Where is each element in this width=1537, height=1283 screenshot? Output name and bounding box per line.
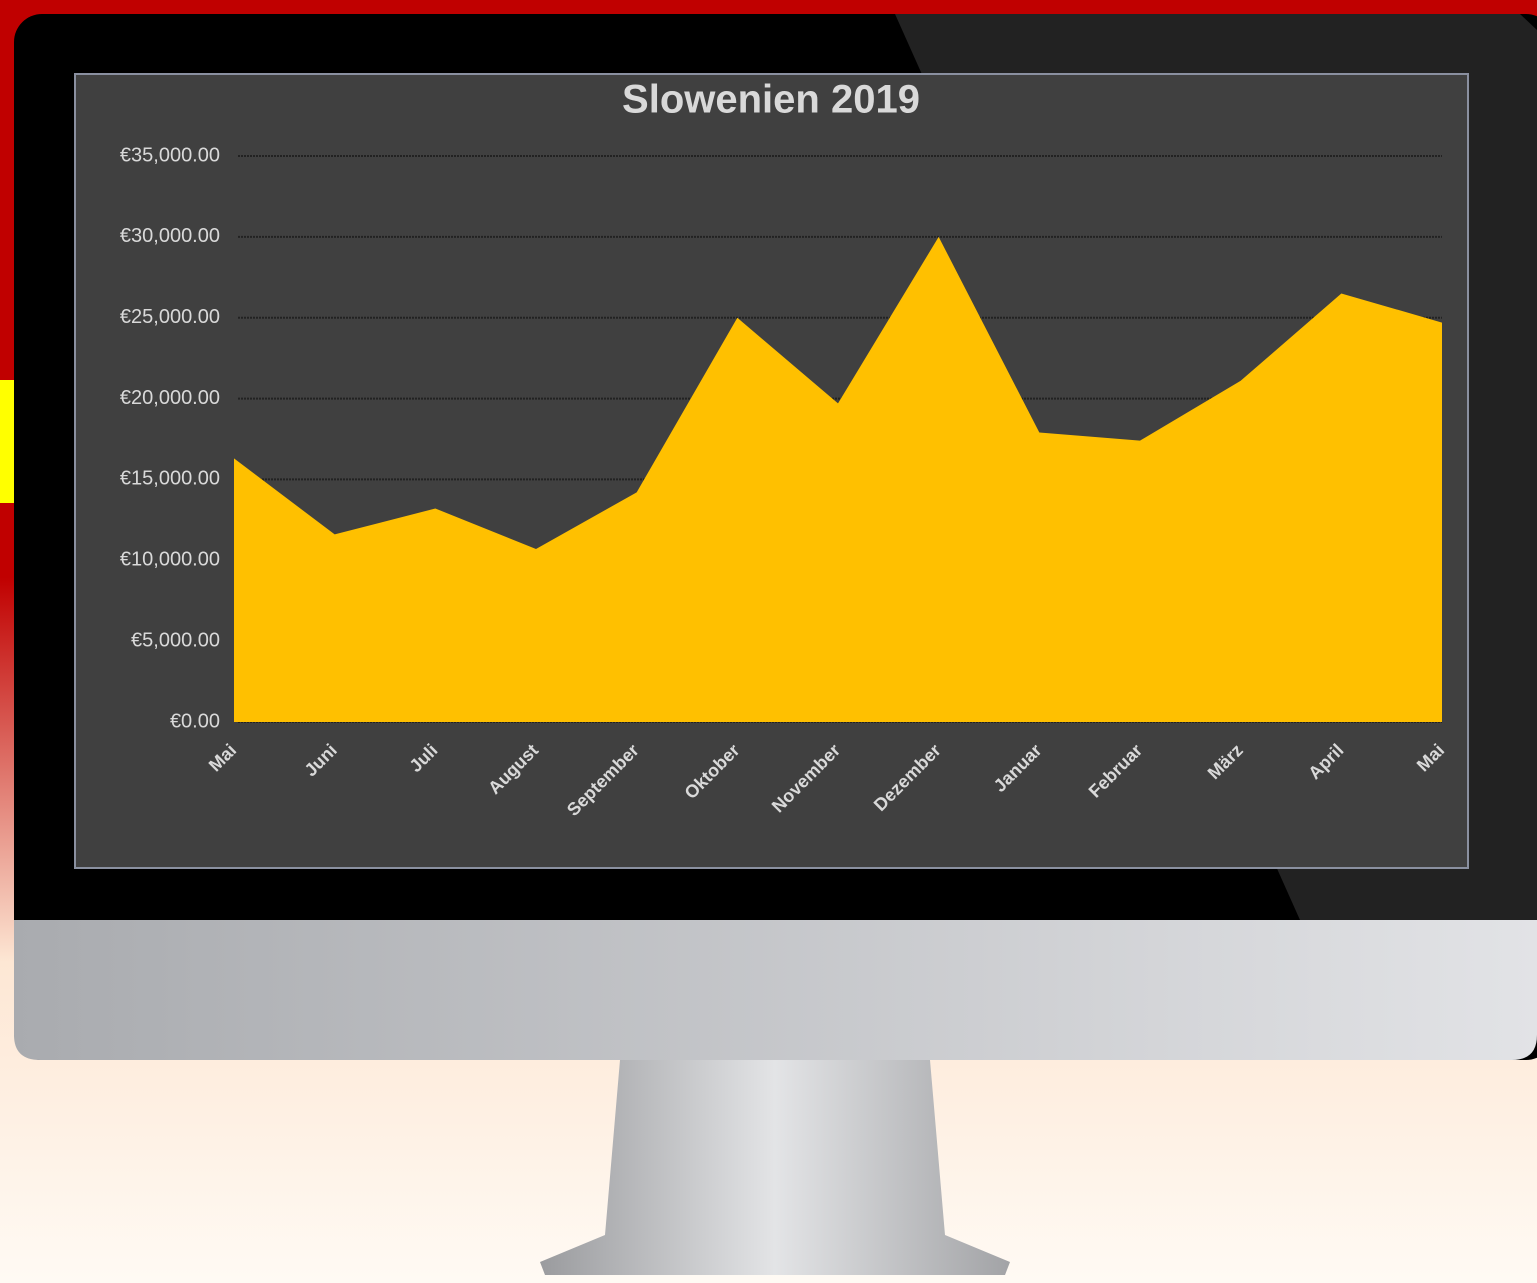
y-tick-label: €10,000.00 [120,549,220,571]
y-tick-label: €25,000.00 [120,306,220,328]
y-tick-label: €5,000.00 [131,629,220,651]
chart: Slowenien 2019 €0.00 €5,000.00 €10,000.00 €… [0,0,1537,1283]
y-tick-label: €15,000.00 [120,468,220,490]
y-tick-label: €30,000.00 [120,225,220,247]
y-tick-label: €20,000.00 [120,387,220,409]
page: Slowenien 2019 €0.00 €5,000.00 €10,000.00 €… [0,0,1537,1283]
chart-title: Slowenien 2019 [622,78,920,122]
y-tick-label: €0.00 [170,710,220,732]
monitor-chin [14,920,1537,1060]
y-tick-label: €35,000.00 [120,144,220,166]
